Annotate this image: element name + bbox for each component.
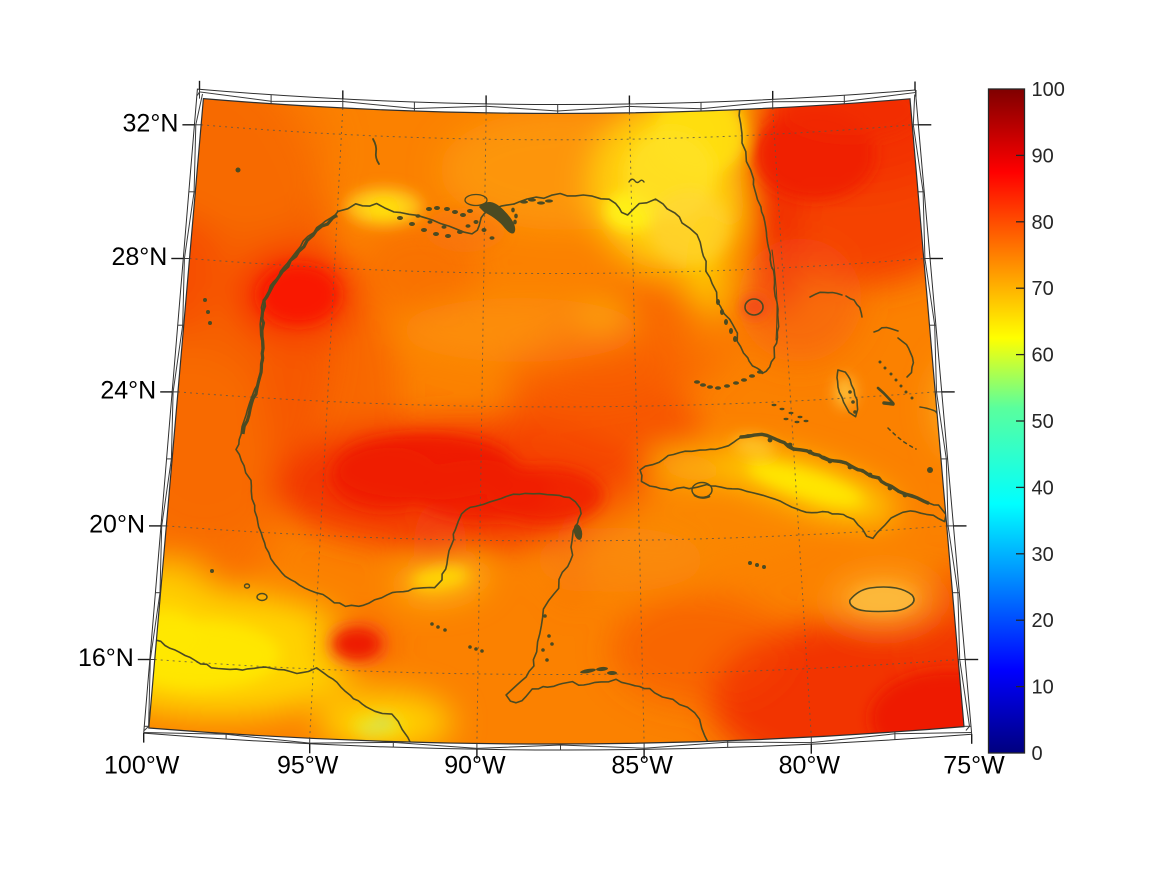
svg-text:85°W: 85°W	[611, 752, 673, 780]
svg-text:32°N: 32°N	[123, 109, 179, 137]
svg-text:80°W: 80°W	[779, 752, 841, 780]
svg-text:28°N: 28°N	[111, 243, 167, 271]
svg-text:100: 100	[1032, 79, 1065, 101]
svg-text:30: 30	[1032, 544, 1054, 566]
svg-text:100°W: 100°W	[104, 752, 180, 780]
svg-text:40: 40	[1032, 477, 1054, 499]
svg-text:90°W: 90°W	[444, 752, 506, 780]
svg-text:75°W: 75°W	[943, 752, 1005, 780]
svg-text:70: 70	[1032, 278, 1054, 300]
svg-text:20: 20	[1032, 610, 1054, 632]
svg-text:80: 80	[1032, 212, 1054, 234]
svg-text:20°N: 20°N	[89, 510, 145, 538]
svg-text:90: 90	[1032, 145, 1054, 167]
svg-text:50: 50	[1032, 411, 1054, 433]
svg-text:24°N: 24°N	[100, 376, 156, 404]
svg-text:95°W: 95°W	[277, 752, 339, 780]
svg-text:10: 10	[1032, 677, 1054, 699]
svg-text:60: 60	[1032, 345, 1054, 367]
svg-text:0: 0	[1032, 743, 1043, 765]
svg-text:16°N: 16°N	[78, 644, 134, 672]
